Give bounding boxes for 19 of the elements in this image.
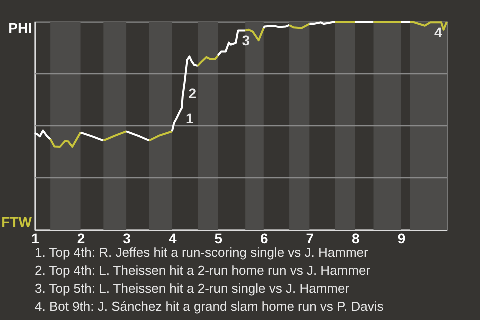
x-tick-label: 7 — [306, 230, 314, 246]
x-tick-label: 8 — [352, 230, 360, 246]
text: PHI — [8, 20, 32, 36]
text: 4. Bot 9th: J. Sánchez hit a grand slam home run vs P. Davis — [35, 299, 384, 314]
x-tick-label: 2 — [77, 230, 86, 246]
text: 2. Top 4th: L. Theissen hit a 2-run home run vs J. Hammer — [35, 263, 372, 278]
annotation: 3 — [242, 32, 250, 49]
x-tick-label: 5 — [214, 230, 223, 246]
text: 1. Top 4th: R. Jeffes hit a run-scoring single vs J. Hammer — [35, 245, 369, 260]
x-tick-label: 9 — [398, 230, 406, 246]
annotation: 1 — [186, 110, 194, 126]
text: FTW — [2, 214, 33, 230]
x-tick-label: 6 — [260, 230, 268, 246]
x-tick-label: 3 — [123, 230, 132, 246]
annotation: 2 — [188, 85, 197, 102]
x-tick-label: 1 — [32, 230, 40, 246]
x-tick-label: 4 — [168, 230, 177, 246]
text: 3. Top 5th: L. Theissen hit a 2-run single vs J. Hammer — [35, 281, 350, 296]
annotation: 4 — [434, 24, 443, 41]
